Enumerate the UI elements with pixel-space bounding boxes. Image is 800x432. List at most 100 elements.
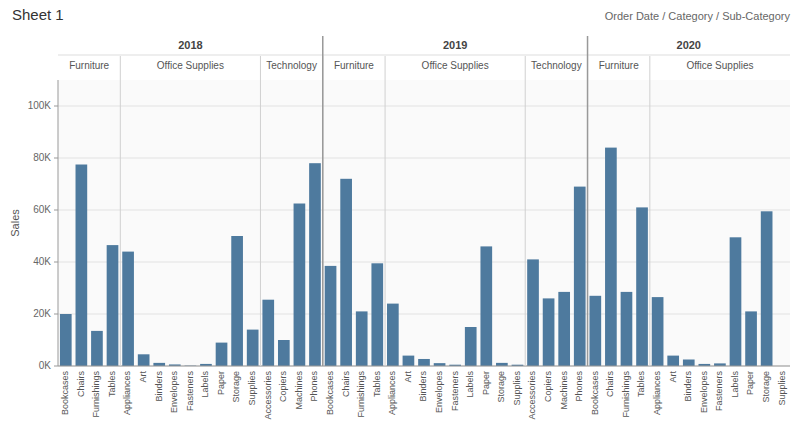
y-axis: 0K20K40K60K80K100K — [28, 80, 790, 371]
tick-label: Accessories — [527, 371, 537, 420]
tick-label: 20K — [33, 308, 51, 319]
year-separator — [322, 36, 324, 366]
bar — [309, 163, 321, 366]
tick-label: Binders — [154, 371, 164, 402]
tick-label: 80K — [33, 152, 51, 163]
group-label: Technology — [531, 60, 582, 71]
bar — [465, 327, 477, 366]
year-separator — [587, 36, 589, 366]
tick-mark — [54, 366, 58, 367]
tick-label: Binders — [418, 371, 428, 402]
tick-label: Tables — [107, 371, 117, 398]
tick-label: Art — [138, 371, 148, 383]
bar — [371, 263, 383, 366]
tick-label: Machines — [559, 371, 569, 410]
group-label: Office Supplies — [686, 60, 753, 71]
bar — [683, 360, 695, 367]
group-label: Furniture — [599, 60, 639, 71]
bar — [652, 297, 664, 366]
year-label: 2020 — [677, 39, 701, 51]
group-label: Furniture — [334, 60, 374, 71]
bar — [589, 296, 601, 366]
bar — [574, 187, 586, 366]
tick-label: Chairs — [76, 371, 86, 398]
bar — [294, 204, 306, 367]
grid-line — [58, 262, 790, 263]
group-label: Office Supplies — [157, 60, 224, 71]
axis-line — [58, 366, 790, 367]
subtitle: Order Date / Category / Sub-Category — [605, 10, 791, 22]
grid-line — [58, 210, 790, 211]
tick-label: Art — [668, 371, 678, 383]
tick-label: Furnishings — [356, 371, 366, 418]
bar — [262, 300, 274, 366]
year-label: 2019 — [443, 39, 467, 51]
group-separator — [260, 56, 261, 366]
bar — [527, 259, 539, 366]
bar — [356, 311, 368, 366]
group-separator — [649, 56, 650, 366]
tick-label: Tables — [636, 371, 646, 398]
tick-label: Furnishings — [91, 371, 101, 418]
tick-label: Labels — [730, 371, 740, 398]
bars — [60, 148, 773, 366]
bar — [122, 252, 134, 366]
tick-label: Storage — [231, 371, 241, 403]
tick-label: Supplies — [777, 371, 787, 406]
bar — [761, 211, 773, 366]
bar — [558, 292, 570, 366]
tick-label: Appliances — [387, 371, 397, 416]
tick-label: Machines — [294, 371, 304, 410]
tick-label: Phones — [574, 371, 584, 402]
grid-line — [58, 314, 790, 315]
tick-label: Art — [403, 371, 413, 383]
tick-label: Appliances — [652, 371, 662, 416]
tick-label: Envelopes — [699, 371, 709, 414]
bar — [636, 207, 648, 366]
bar — [325, 266, 337, 366]
tick-label: Bookcases — [590, 371, 600, 416]
bar — [278, 340, 290, 366]
tick-mark — [54, 314, 58, 315]
bar — [91, 331, 103, 366]
bar — [76, 165, 88, 367]
tick-label: Phones — [309, 371, 319, 402]
tick-label: Chairs — [341, 371, 351, 398]
bar — [745, 311, 757, 366]
tick-mark — [54, 106, 58, 107]
header-divider — [58, 55, 790, 56]
group-separator — [120, 56, 121, 366]
tick-label: Furnishings — [621, 371, 631, 418]
group-separator — [525, 56, 526, 366]
bar — [730, 237, 742, 366]
grid-line — [58, 366, 790, 367]
bar — [543, 298, 555, 366]
chart: Sheet 1Order Date / Category / Sub-Categ… — [0, 0, 800, 432]
tick-label: Fasteners — [714, 371, 724, 412]
tick-label: Supplies — [512, 371, 522, 406]
plot-area — [58, 80, 790, 366]
tick-label: Paper — [481, 371, 491, 395]
tick-label: Accessories — [263, 371, 273, 420]
tick-label: Storage — [761, 371, 771, 403]
bar — [138, 354, 150, 366]
tick-label: Storage — [496, 371, 506, 403]
bar — [107, 245, 119, 366]
tick-label: 100K — [28, 100, 52, 111]
tick-label: Appliances — [122, 371, 132, 416]
tick-label: Binders — [683, 371, 693, 402]
tick-mark — [54, 210, 58, 211]
axis-line — [58, 80, 59, 366]
bar — [247, 330, 259, 366]
tick-label: Bookcases — [325, 371, 335, 416]
tick-label: Paper — [216, 371, 226, 395]
bar — [667, 356, 679, 366]
group-label: Furniture — [69, 60, 109, 71]
group-label: Office Supplies — [422, 60, 489, 71]
tick-mark — [54, 262, 58, 263]
bar — [387, 304, 399, 366]
bar — [231, 236, 243, 366]
group-headers: Furniture Office Supplies Technology Furnit… — [58, 36, 790, 366]
bar — [340, 179, 352, 366]
tick-label: 0K — [39, 360, 52, 371]
